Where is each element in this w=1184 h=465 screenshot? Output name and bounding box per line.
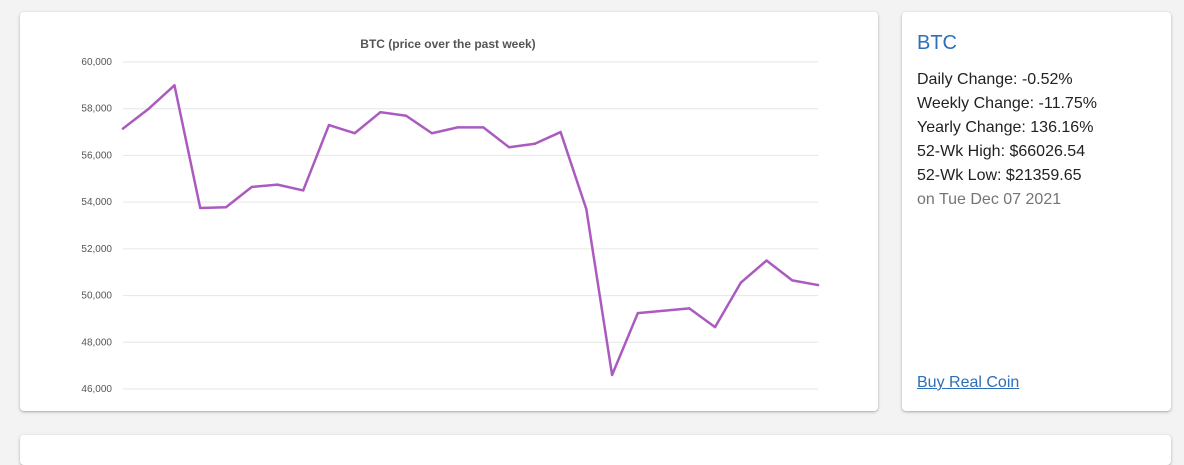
52wk-high: 52-Wk High: $66026.54 — [917, 143, 1086, 160]
data-point — [404, 114, 408, 117]
chart-title: BTC (price over the past week) — [360, 37, 535, 51]
coin-stats: Daily Change: -0.52% Weekly Change: -11.… — [917, 68, 1097, 212]
data-point — [791, 279, 794, 282]
data-point — [327, 123, 331, 127]
coin-title: BTC — [917, 32, 957, 54]
data-point — [147, 107, 150, 110]
data-point — [816, 283, 820, 287]
y-tick-label: 54,000 — [81, 197, 112, 208]
y-tick-label: 48,000 — [81, 337, 112, 348]
y-tick-label: 56,000 — [81, 150, 112, 161]
data-point — [482, 126, 485, 129]
data-point — [121, 127, 125, 130]
data-point — [739, 281, 742, 284]
data-point — [173, 84, 176, 87]
data-point — [765, 259, 768, 262]
data-point — [713, 325, 717, 329]
data-point — [250, 185, 253, 189]
weekly-change: Weekly Change: -11.75% — [917, 95, 1097, 112]
y-tick-label: 58,000 — [81, 104, 112, 115]
y-tick-label: 60,000 — [81, 57, 112, 68]
data-point — [585, 207, 588, 211]
next-card — [20, 435, 1171, 465]
data-point — [379, 111, 382, 114]
data-point — [199, 206, 202, 210]
stats-date: on Tue Dec 07 2021 — [917, 191, 1062, 208]
data-point — [456, 126, 459, 129]
data-point — [662, 309, 665, 312]
data-point — [430, 132, 434, 135]
data-point — [610, 373, 614, 377]
y-tick-label: 52,000 — [81, 244, 112, 255]
y-tick-label: 50,000 — [81, 291, 112, 302]
data-point — [507, 146, 511, 149]
data-point — [533, 142, 537, 145]
data-point — [559, 130, 562, 134]
data-point — [276, 183, 279, 186]
data-point — [636, 311, 640, 315]
data-point — [353, 132, 356, 135]
price-chart: BTC (price over the past week) 46,000 48,… — [81, 37, 820, 395]
52wk-low: 52-Wk Low: $21359.65 — [917, 167, 1082, 184]
price-chart-card: BTC (price over the past week) 46,000 48,… — [20, 12, 878, 411]
coin-info-card: BTC Daily Change: -0.52% Weekly Change: … — [902, 12, 1171, 411]
daily-change: Daily Change: -0.52% — [917, 71, 1073, 88]
yearly-change: Yearly Change: 136.16% — [917, 119, 1094, 136]
y-tick-label: 46,000 — [81, 384, 112, 395]
price-series-line — [121, 84, 820, 377]
data-point — [301, 189, 305, 192]
buy-real-coin-link[interactable]: Buy Real Coin — [917, 374, 1020, 391]
data-point — [224, 206, 228, 209]
data-point — [688, 307, 691, 310]
